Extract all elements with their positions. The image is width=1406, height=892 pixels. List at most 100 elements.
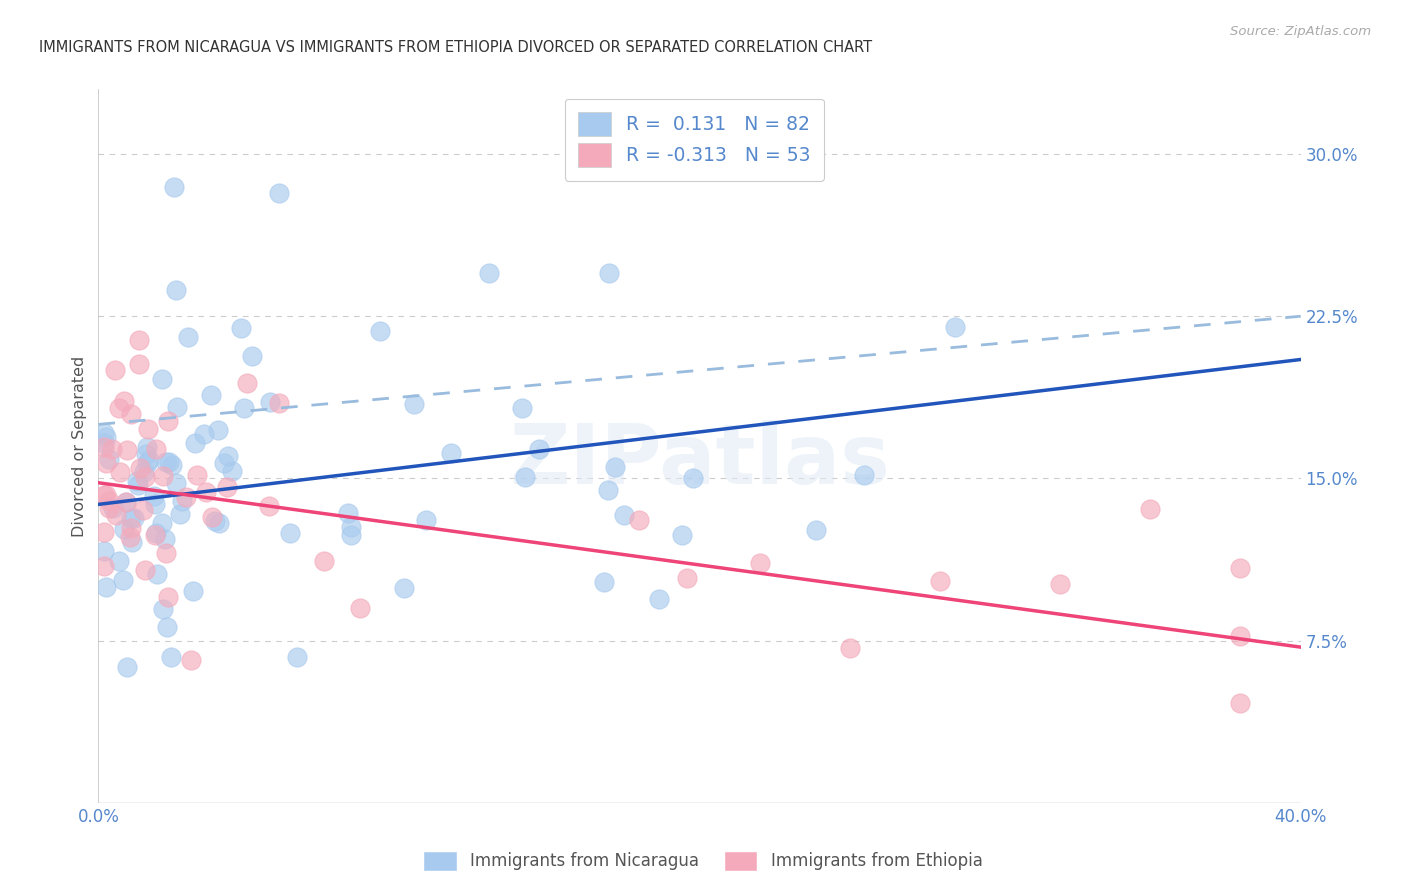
Point [676,571,699,585]
Point [101,442,124,457]
Point [336,506,359,520]
Point [132,503,155,517]
Point [628,513,651,527]
Legend: R =  0.131   N = 82, R = -0.313   N = 53: R = 0.131 N = 82, R = -0.313 N = 53 [565,99,824,180]
Point [103,500,125,515]
Point [193,426,215,441]
Point [122,511,145,525]
Point [217,480,239,494]
Point [169,507,191,521]
Point [513,470,536,484]
Point [155,545,177,559]
Point [1049,577,1071,591]
Point [852,468,875,483]
Point [392,582,415,596]
Point [598,266,620,280]
Point [233,401,256,415]
Point [440,446,463,460]
Point [105,508,128,522]
Point [93,544,115,558]
Text: IMMIGRANTS FROM NICARAGUA VS IMMIGRANTS FROM ETHIOPIA DIVORCED OR SEPARATED CORR: IMMIGRANTS FROM NICARAGUA VS IMMIGRANTS … [39,40,873,55]
Point [143,489,166,503]
Point [177,330,200,344]
Point [93,435,115,450]
Point [108,554,131,568]
Y-axis label: Divorced or Separated: Divorced or Separated [72,355,87,537]
Point [155,455,177,469]
Point [478,266,501,280]
Point [166,401,188,415]
Text: Source: ZipAtlas.com: Source: ZipAtlas.com [1230,25,1371,38]
Point [134,563,156,577]
Point [217,449,239,463]
Point [127,474,149,488]
Point [111,573,134,587]
Point [94,456,117,470]
Point [671,528,693,542]
Point [267,186,290,200]
Point [93,441,115,455]
Point [596,483,619,498]
Point [201,510,224,524]
Point [108,466,131,480]
Point [145,525,167,540]
Point [1139,502,1161,516]
Point [349,601,371,615]
Point [112,522,135,536]
Point [1229,629,1251,643]
Point [138,453,160,467]
Point [157,591,180,605]
Point [236,376,259,391]
Point [1229,696,1251,710]
Point [94,581,117,595]
Point [269,396,291,410]
Point [157,455,180,469]
Point [1229,561,1251,575]
Point [208,516,231,530]
Point [143,497,166,511]
Point [134,465,156,479]
Point [180,653,202,667]
Point [592,575,614,590]
Point [339,527,361,541]
Point [647,591,669,606]
Point [200,387,222,401]
Point [184,435,207,450]
Point [94,488,117,502]
Point [121,534,143,549]
Point [150,372,173,386]
Point [748,556,770,570]
Legend: Immigrants from Nicaragua, Immigrants from Ethiopia: Immigrants from Nicaragua, Immigrants fr… [415,842,991,880]
Point [97,500,120,515]
Point [204,514,226,528]
Point [170,494,193,508]
Point [93,488,115,502]
Point [929,574,952,588]
Point [120,521,142,535]
Point [96,430,118,444]
Point [115,494,138,508]
Point [146,567,169,582]
Point [402,397,425,411]
Point [242,349,264,363]
Point [93,559,115,574]
Point [257,499,280,513]
Point [128,357,150,371]
Point [120,407,142,421]
Point [156,620,179,634]
Point [152,601,174,615]
Point [150,516,173,530]
Point [415,513,437,527]
Point [221,465,243,479]
Point [117,443,139,458]
Point [104,363,127,377]
Point [93,524,115,539]
Point [160,649,183,664]
Point [152,469,174,483]
Point [136,440,159,454]
Point [97,451,120,466]
Point [156,414,179,428]
Point [127,478,149,492]
Point [804,523,827,537]
Point [212,456,235,470]
